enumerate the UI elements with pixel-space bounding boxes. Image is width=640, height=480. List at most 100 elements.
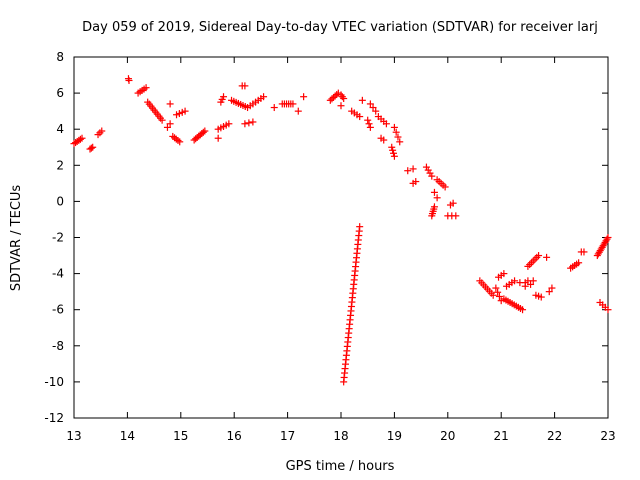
data-point — [430, 188, 438, 196]
y-tick-label: -2 — [52, 231, 64, 245]
data-point — [76, 135, 84, 143]
data-point — [449, 199, 457, 207]
data-point — [580, 248, 588, 256]
data-point — [603, 235, 611, 243]
data-point — [245, 119, 253, 127]
data-point — [494, 288, 502, 296]
data-point — [489, 291, 497, 299]
data-point — [181, 107, 189, 115]
data-point — [294, 107, 302, 115]
data-point — [365, 120, 373, 128]
data-point — [492, 284, 500, 292]
data-point — [452, 212, 460, 220]
data-point — [241, 82, 249, 90]
y-tick-label: 6 — [56, 86, 64, 100]
data-point — [382, 120, 390, 128]
data-point — [428, 172, 436, 180]
data-point — [409, 165, 417, 173]
data-point — [537, 293, 545, 301]
data-point — [199, 128, 207, 136]
data-point — [543, 253, 551, 261]
data-point — [529, 277, 537, 285]
x-axis-ticks: 13 14 15 16 17 18 19 20 21 22 23 — [66, 57, 616, 443]
x-tick-label: 19 — [387, 429, 402, 443]
x-tick-label: 13 — [66, 429, 81, 443]
data-point — [524, 262, 532, 270]
data-point — [533, 253, 541, 261]
data-point — [337, 102, 345, 110]
data-point — [87, 144, 95, 152]
data-point — [176, 138, 184, 146]
data-point — [166, 100, 174, 108]
data-point — [441, 183, 449, 191]
data-point — [575, 259, 583, 267]
data-point — [158, 116, 166, 124]
data-point — [392, 128, 400, 136]
data-point — [519, 306, 527, 314]
data-point — [89, 143, 97, 151]
data-point — [125, 76, 133, 84]
x-axis-label: GPS time / hours — [286, 459, 395, 474]
y-tick-label: -8 — [52, 339, 64, 353]
data-point — [527, 280, 535, 288]
data-point — [98, 127, 106, 135]
y-tick-label: 8 — [56, 50, 64, 64]
data-point — [300, 93, 308, 101]
data-point — [390, 123, 398, 131]
y-tick-label: -10 — [44, 375, 64, 389]
data-point — [372, 107, 380, 115]
data-point — [527, 259, 535, 267]
data-point — [369, 104, 377, 112]
data-point — [225, 120, 233, 128]
data-point — [78, 134, 86, 142]
x-tick-label: 20 — [440, 429, 455, 443]
data-point — [356, 113, 364, 121]
data-point — [389, 146, 397, 154]
y-tick-label: -4 — [52, 267, 64, 281]
data-point — [289, 100, 297, 108]
data-point — [201, 127, 209, 135]
x-tick-label: 23 — [600, 429, 615, 443]
data-point — [495, 292, 503, 300]
data-point — [548, 284, 556, 292]
x-tick-label: 18 — [333, 429, 348, 443]
data-point — [366, 100, 374, 108]
data-point — [531, 255, 539, 263]
data-point — [404, 167, 412, 175]
data-point — [380, 136, 388, 144]
data-point — [260, 93, 268, 101]
data-point — [163, 123, 171, 131]
y-tick-label: -12 — [44, 411, 64, 425]
x-tick-label: 21 — [494, 429, 509, 443]
data-point — [142, 84, 150, 92]
y-axis-ticks: -12 -10 -8 -6 -4 -2 0 2 4 6 8 — [44, 50, 608, 425]
y-axis-label: SDTVAR / TECUs — [9, 185, 24, 292]
chart-title: Day 059 of 2019, Sidereal Day-to-day VTE… — [82, 20, 598, 35]
data-point — [270, 104, 278, 112]
data-point — [340, 95, 348, 103]
data-point — [521, 282, 529, 290]
data-point — [394, 133, 402, 141]
data-point — [545, 288, 553, 296]
data-point — [390, 152, 398, 160]
data-point — [166, 120, 174, 128]
x-tick-label: 22 — [547, 429, 562, 443]
x-tick-label: 14 — [120, 429, 135, 443]
data-point — [388, 143, 396, 151]
data-point — [433, 194, 441, 202]
data-point — [535, 252, 543, 260]
y-tick-label: 0 — [56, 194, 64, 208]
data-point — [526, 261, 534, 269]
data-point — [529, 257, 537, 265]
x-tick-label: 16 — [227, 429, 242, 443]
data-point — [364, 116, 372, 124]
data-point — [412, 178, 420, 186]
data-point — [396, 138, 404, 146]
data-point — [214, 134, 222, 142]
data-point — [511, 277, 519, 285]
data-point — [358, 96, 366, 104]
x-tick-label: 15 — [173, 429, 188, 443]
data-point — [241, 120, 249, 128]
data-point — [366, 123, 374, 131]
